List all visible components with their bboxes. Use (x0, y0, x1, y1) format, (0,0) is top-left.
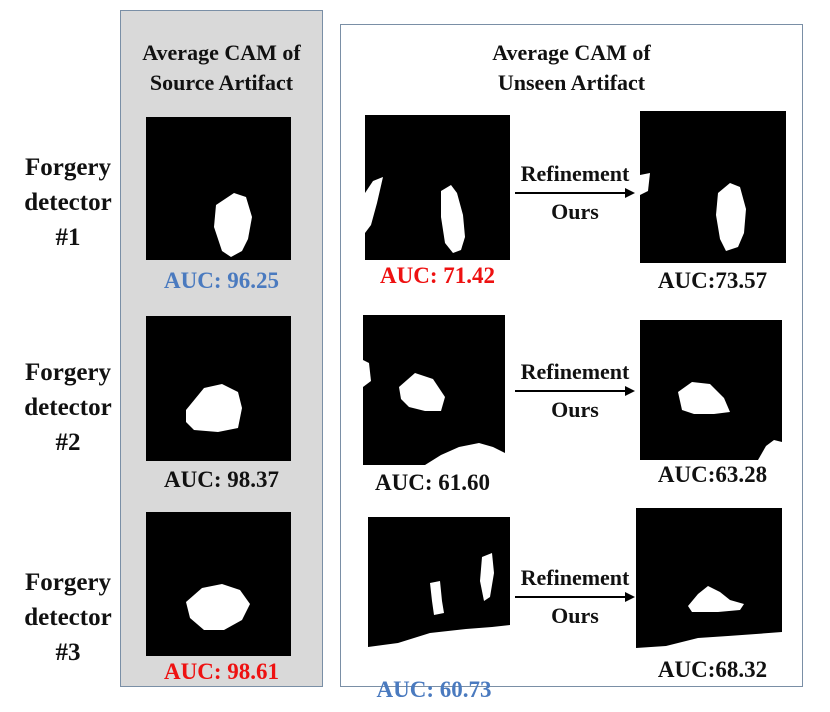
row-label-3: Forgery detector #3 (18, 565, 118, 670)
auc-ours-1: AUC:73.57 (657, 268, 768, 293)
auc-source-2: AUC: 98.37 (164, 467, 279, 492)
auc-unseen-3: AUC: 60.73 (376, 677, 492, 702)
cam-mask (186, 584, 250, 630)
cam-source-2 (146, 316, 291, 461)
unseen-header-line2: Unseen Artifact (497, 70, 646, 95)
row-label-line: #2 (55, 429, 81, 456)
auc-ours-3: AUC:68.32 (657, 657, 768, 682)
auc-unseen-2: AUC: 61.60 (375, 470, 490, 495)
auc-ours-2: AUC:63.28 (657, 462, 768, 487)
row-label-line: Forgery (24, 154, 112, 181)
cam-mask (365, 177, 465, 253)
row-label-line: detector (24, 604, 112, 631)
refinement-label: Refinement (520, 565, 630, 590)
refinement-arrow-2: Refinement Ours (513, 360, 637, 422)
auc-source-3: AUC: 98.61 (164, 659, 279, 684)
refinement-label: Refinement (520, 359, 630, 384)
row-label-2: Forgery detector #2 (18, 355, 118, 460)
cam-unseen-2 (363, 315, 505, 465)
cam-unseen-3 (368, 517, 510, 652)
row-label-line: detector (24, 189, 112, 216)
source-header-line2: Source Artifact (149, 70, 294, 95)
cam-ours-2 (640, 320, 782, 460)
cam-unseen-1 (365, 115, 510, 260)
ours-label: Ours (551, 199, 599, 224)
cam-source-1 (146, 117, 291, 260)
refinement-label: Refinement (520, 161, 630, 186)
row-label-line: Forgery (24, 359, 112, 386)
auc-unseen-1: AUC: 71.42 (380, 263, 495, 288)
row-label-line: #1 (55, 224, 81, 251)
row-label-line: #3 (55, 639, 81, 666)
cam-mask (640, 173, 746, 251)
cam-ours-1 (640, 111, 786, 263)
cam-mask (368, 553, 510, 652)
cam-mask (678, 382, 782, 460)
unseen-header-line1: Average CAM of (492, 40, 651, 65)
row-label-1: Forgery detector #1 (18, 150, 118, 255)
arrow-right-icon (513, 590, 637, 604)
cam-ours-3 (636, 508, 782, 654)
arrow-right-icon (513, 384, 637, 398)
arrow-right-icon (513, 186, 637, 200)
cam-mask (363, 360, 505, 465)
refinement-arrow-1: Refinement Ours (513, 162, 637, 224)
row-label-line: Forgery (24, 569, 112, 596)
source-header: Average CAM of Source Artifact (120, 38, 323, 98)
row-label-line: detector (24, 394, 112, 421)
refinement-arrow-3: Refinement Ours (513, 566, 637, 628)
auc-source-1: AUC: 96.25 (164, 268, 279, 293)
cam-mask (636, 586, 782, 654)
ours-label: Ours (551, 397, 599, 422)
cam-source-3 (146, 512, 291, 656)
ours-label: Ours (551, 603, 599, 628)
cam-mask (186, 384, 242, 432)
cam-mask (214, 193, 252, 257)
source-header-line1: Average CAM of (142, 40, 301, 65)
unseen-header: Average CAM of Unseen Artifact (340, 38, 803, 98)
